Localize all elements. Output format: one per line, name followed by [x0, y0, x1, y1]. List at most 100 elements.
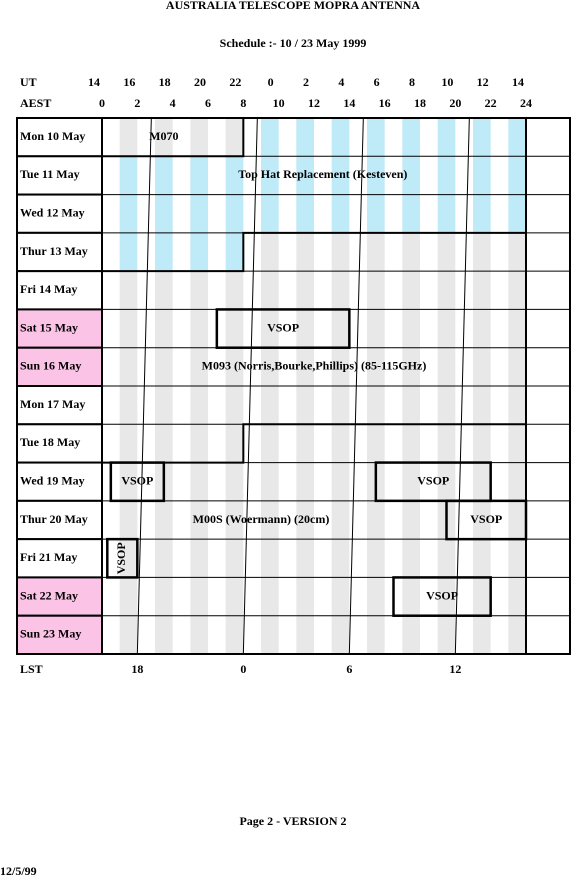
stripe [402, 615, 420, 654]
stripe [402, 271, 420, 310]
stripe [261, 462, 279, 501]
stripe [331, 500, 350, 540]
stripe [155, 156, 173, 195]
stripe [225, 156, 244, 195]
stripe [190, 156, 208, 195]
stripe [473, 347, 491, 386]
stripe [402, 309, 420, 348]
stripe [437, 462, 456, 501]
schedule-boundary [102, 118, 245, 158]
stripe [225, 118, 244, 157]
stripe [473, 386, 491, 425]
stripe [331, 271, 350, 310]
stripe [119, 194, 138, 233]
stripe [402, 577, 420, 616]
aest-tick: 20 [449, 96, 461, 110]
stripe [225, 194, 244, 233]
footer-date: 12/5/99 [0, 864, 37, 876]
stripe [437, 156, 456, 195]
stripe [225, 462, 244, 501]
stripe [225, 424, 244, 463]
stripe [261, 271, 279, 310]
stripe [296, 386, 314, 425]
schedule-box [106, 537, 139, 579]
stripe [296, 118, 314, 157]
stripe [437, 232, 456, 272]
day-label: Wed 12 May [20, 205, 85, 219]
lst-label: LST [20, 662, 43, 676]
ut-tick: 10 [441, 75, 453, 89]
day-cell [16, 499, 103, 541]
stripe [190, 500, 208, 540]
stripe [508, 118, 526, 157]
stripe [225, 309, 244, 348]
schedule-boundary [102, 423, 526, 464]
stripe [190, 386, 208, 425]
ut-tick: 14 [88, 75, 100, 89]
stripe [367, 424, 385, 463]
day-label: Sun 23 May [20, 627, 81, 641]
stripe [225, 577, 244, 616]
stripe [367, 309, 385, 348]
lst-tick: 6 [346, 662, 352, 676]
stripe [473, 194, 491, 233]
stripe [473, 271, 491, 310]
stripe [261, 156, 279, 195]
stripe [119, 500, 138, 540]
stripe [473, 500, 491, 540]
stripe [190, 271, 208, 310]
ut-tick: 8 [409, 75, 415, 89]
stripe [119, 424, 138, 463]
stripe [437, 615, 456, 654]
lst-tick: 18 [131, 662, 143, 676]
lst-tick: 12 [449, 662, 461, 676]
stripe [331, 347, 350, 386]
schedule-box [392, 576, 492, 617]
day-cell [16, 538, 103, 579]
stripe [437, 424, 456, 463]
day-label: Fri 21 May [20, 550, 77, 564]
stripe [119, 577, 138, 616]
stripe [402, 194, 420, 233]
stripe [225, 615, 244, 654]
stripe [508, 309, 526, 348]
stripe [331, 309, 350, 348]
stripe [367, 232, 385, 272]
stripe [331, 194, 350, 233]
block-label: VSOP [417, 473, 449, 487]
aest-tick: 2 [134, 96, 140, 110]
stripe [331, 232, 350, 272]
block-label: M00S (Woermann) (20cm) [193, 512, 330, 526]
stripe [473, 232, 491, 272]
stripe [155, 271, 173, 310]
block-label: VSOP [114, 542, 128, 574]
stripe [119, 156, 138, 195]
stripe [119, 309, 138, 348]
block-label: VSOP [267, 320, 299, 334]
stripe [261, 232, 279, 272]
stripe [437, 577, 456, 616]
stripe [367, 156, 385, 195]
stripe [296, 194, 314, 233]
stripe [473, 539, 491, 578]
stripe [155, 500, 173, 540]
lst-line [348, 117, 364, 655]
day-label: Mon 10 May [20, 129, 85, 143]
stripe [261, 424, 279, 463]
ut-label: UT [20, 75, 37, 89]
stripe [508, 194, 526, 233]
ut-tick: 22 [229, 75, 241, 89]
day-label: Thur 13 May [20, 244, 88, 258]
stripe [119, 232, 138, 272]
aest-tick: 22 [485, 96, 497, 110]
day-label: Sun 16 May [20, 359, 81, 373]
stripe [402, 386, 420, 425]
block-label: Top Hat Replacement (Kesteven) [238, 167, 407, 181]
stripe [296, 156, 314, 195]
stripe [155, 347, 173, 386]
stripe [367, 118, 385, 157]
ut-tick: 4 [338, 75, 344, 89]
stripe [261, 309, 279, 348]
ut-tick: 0 [268, 75, 274, 89]
stripe [296, 309, 314, 348]
